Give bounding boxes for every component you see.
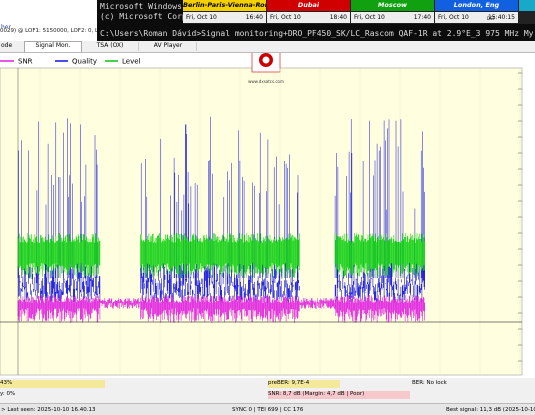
clock-city: Moscow (351, 0, 434, 11)
tab[interactable]: AV Player (140, 42, 197, 51)
world-clock: Berlin-Paris-Vienna-Roma Fri, Oct 10 16:40… (183, 0, 535, 24)
last-seen: > Last seen: 2025-10-10 16.40.13 (1, 407, 96, 413)
strength: y: 0% (0, 391, 16, 397)
ber: BER: No lock (412, 380, 447, 386)
tab[interactable]: Signal Mon. (24, 41, 82, 52)
status-panel: 43% preBER: 9,7E-4 BER: No lock y: 0% SN… (0, 378, 535, 415)
app-title: her (1, 24, 11, 31)
tab[interactable]: TSA (OX) (82, 42, 139, 51)
logo: www.dxsatcs.com (248, 53, 284, 84)
clock-row: Fri, Oct 10 16:40 (183, 12, 266, 23)
legend-label: Quality (72, 58, 97, 66)
clock-city: Berlin-Paris-Vienna-Roma (183, 0, 266, 11)
legend-label: SNR (18, 58, 33, 66)
clock-time: 17:40 (413, 14, 431, 21)
clock-dst: DST (487, 16, 496, 21)
sync: SYNC 0 | TEI 699 | CC 176 (232, 407, 304, 413)
tab-bar: ode Signal Mon. TSA (OX) AV Player (0, 41, 535, 53)
app-header: her (0, 0, 97, 41)
clock-row: Fri, Oct 10 DST 15:40:15 (435, 12, 518, 23)
best-signal: Best signal: 11,3 dB (2025-10-10 1 (446, 407, 535, 413)
clock-time: 15:40:15 (488, 14, 515, 21)
clock-time: 18:40 (329, 14, 347, 21)
console-line: C:\Users\Roman Dávid>Signal monitoring+D… (100, 29, 535, 38)
status-bar: > Last seen: 2025-10-10 16.40.13 SYNC 0 … (0, 403, 535, 415)
lnb-info: 0029) @ LOF1: 5150000, LOF2: 0, LOF3: (0, 28, 100, 34)
clock-date: Fri, Oct 10 (354, 14, 385, 21)
legend-label: Level (122, 58, 141, 66)
console-line: (c) Microsoft Corp (100, 12, 187, 21)
logo-text: www.dxsatcs.com (248, 79, 284, 84)
clock-time: 16:40 (245, 14, 263, 21)
clock-row: Fri, Oct 10 18:40 (267, 12, 350, 23)
clock-date: Fri, Oct 10 (270, 14, 301, 21)
quality-bar: 43% (0, 380, 105, 388)
preber: preBER: 9,7E-4 (268, 380, 340, 388)
console-line: Microsoft Windows (100, 2, 182, 11)
clock-date: Fri, Oct 10 (186, 14, 217, 21)
clock-city: London, Eng (435, 0, 518, 11)
plot-area (0, 67, 523, 376)
snr: SNR: 8,7 dB (Margin: 4,7 dB | Poor) (268, 391, 410, 399)
tab[interactable]: ode (1, 42, 13, 49)
signal-plot: SNR Quality Level www.dxsatcs.com (0, 53, 535, 378)
clock-row: Fri, Oct 10 17:40 (351, 12, 434, 23)
clock-city: Dubai (267, 0, 350, 11)
clock-city (519, 0, 535, 11)
clock-date: Fri, Oct 10 (438, 14, 469, 21)
